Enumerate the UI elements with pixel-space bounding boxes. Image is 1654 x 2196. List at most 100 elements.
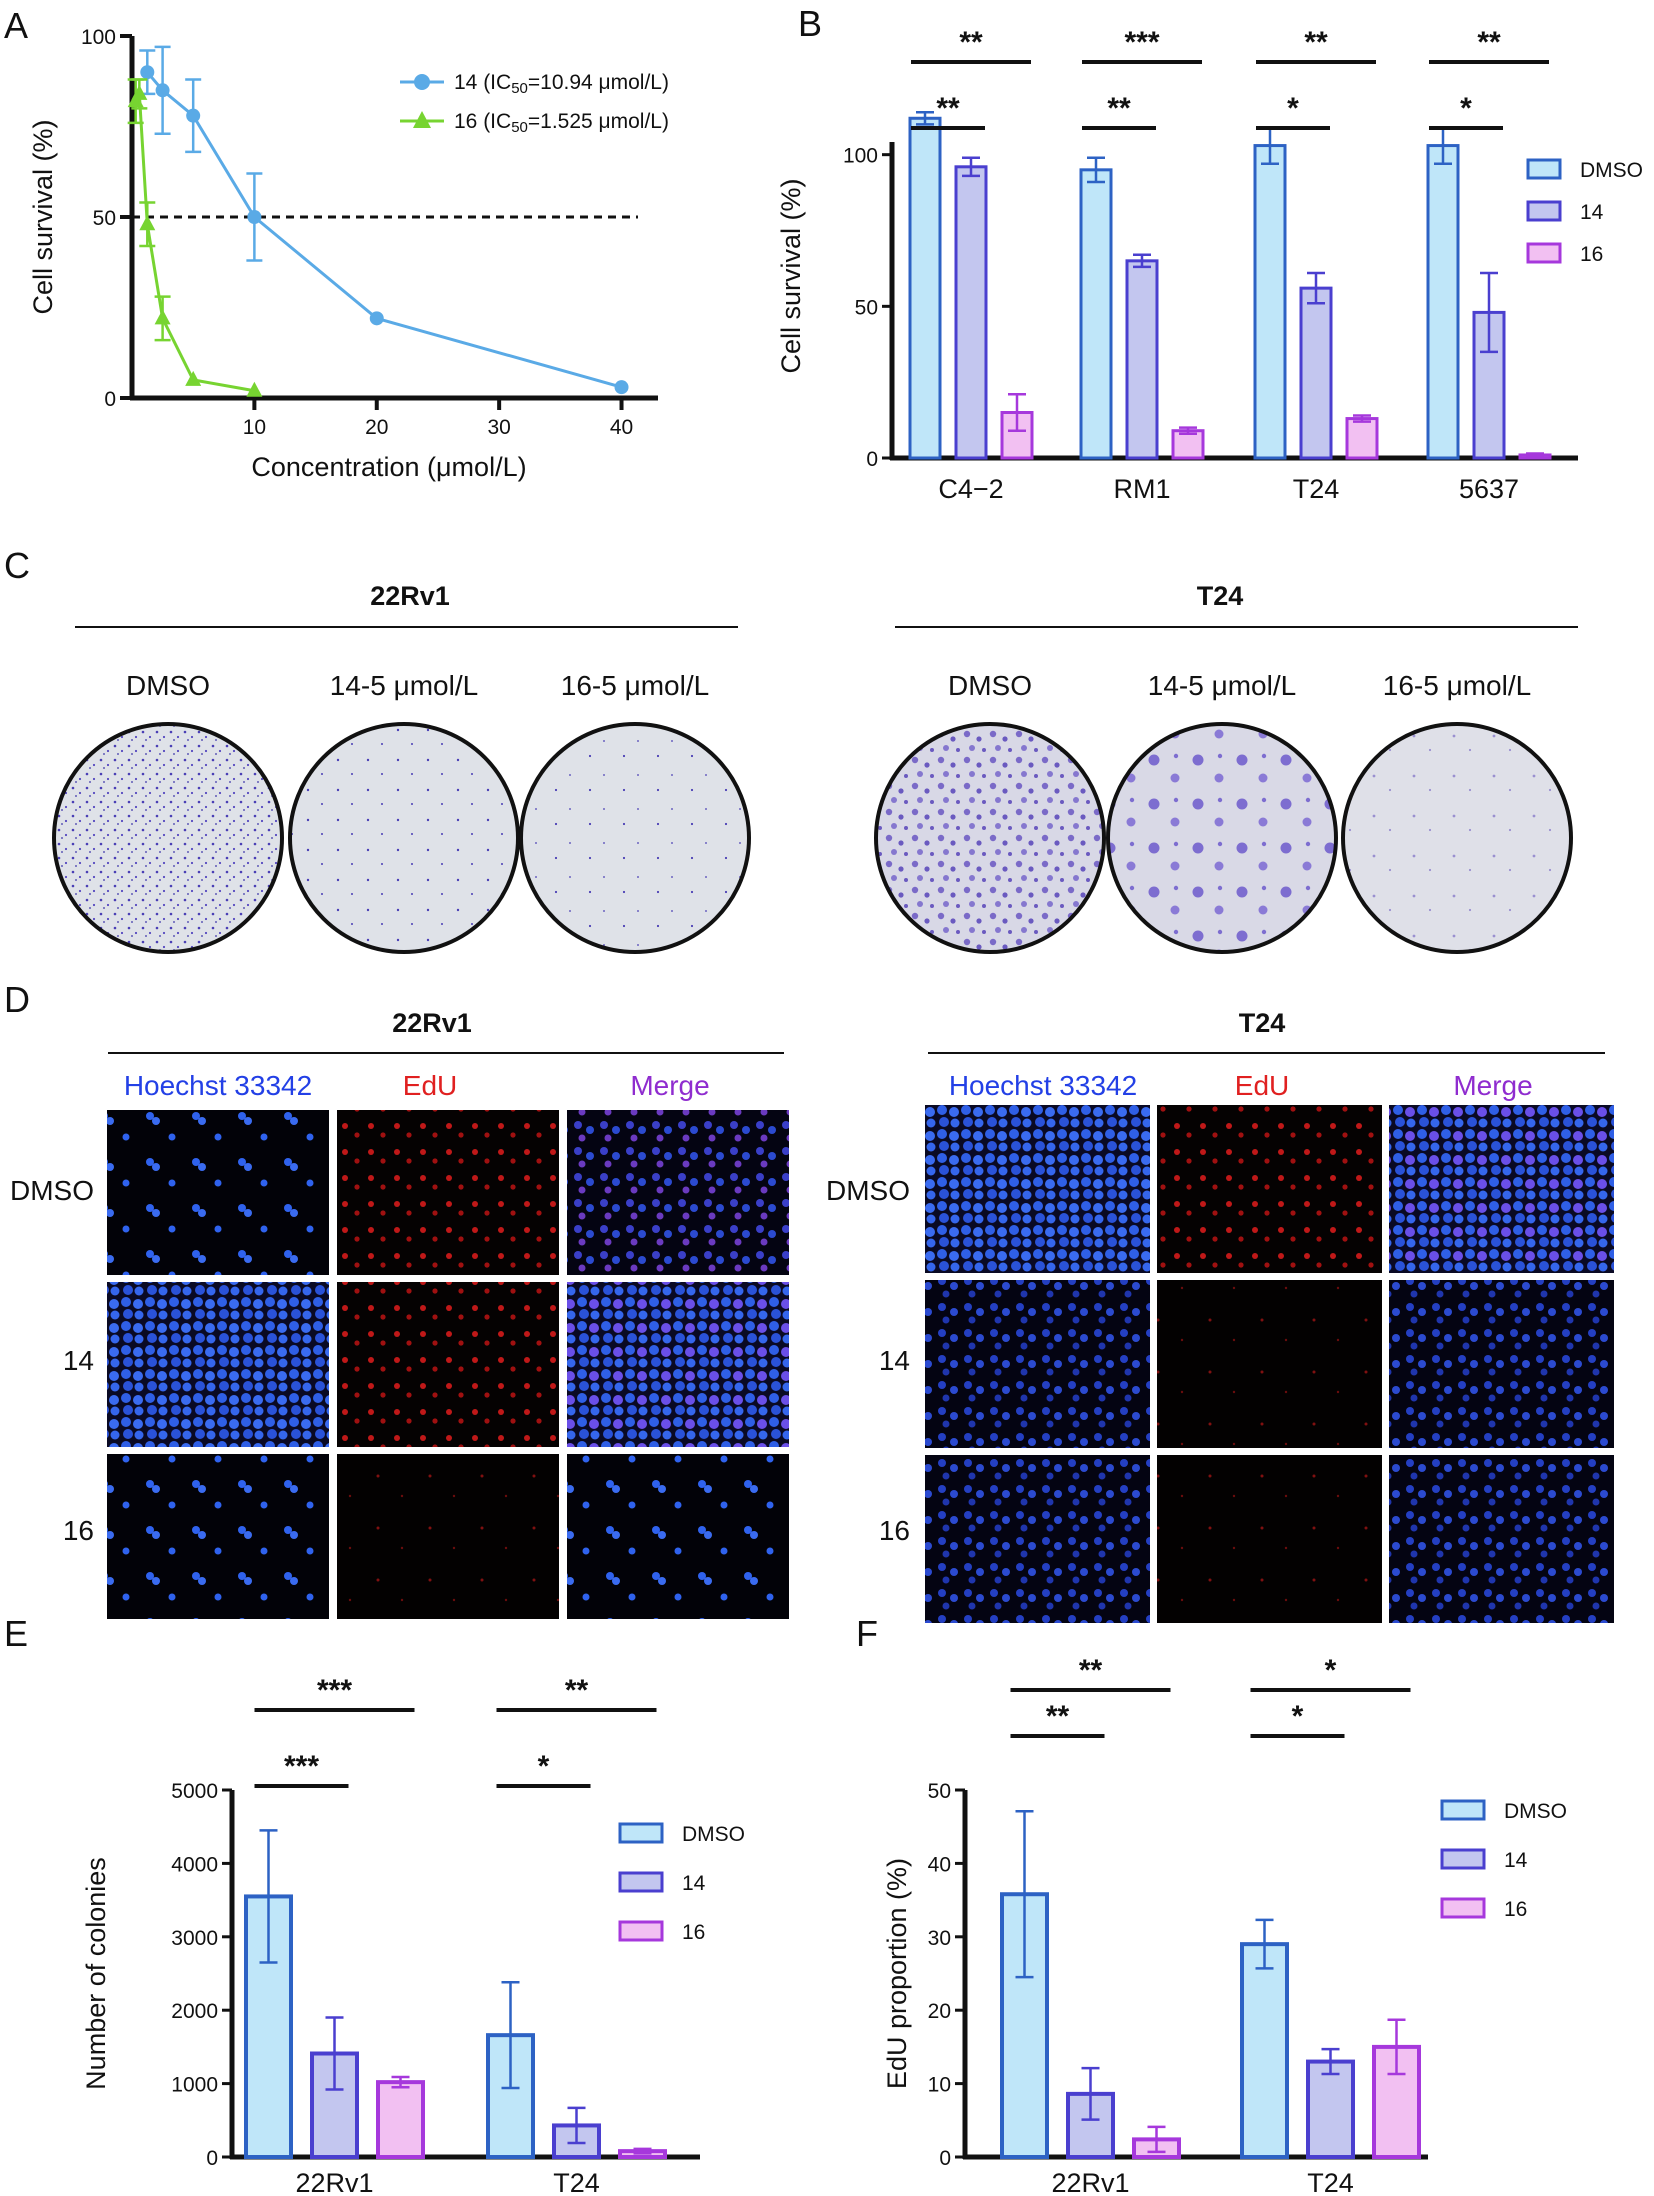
chartE-significance-stars-short: * [538,1750,550,1783]
a-x-tick-label: 20 [365,416,388,439]
edu-assay-panel: 22Rv1 T24 Hoechst 33342 EdU Merge Hoechs… [10,1008,1614,1623]
chartF-legend-label-0: DMSO [1504,1800,1567,1823]
chartF-significance-stars-short: ** [1046,1700,1070,1733]
colony-group-22rv1-title: 22Rv1 [370,581,450,611]
micrograph-t24-16-merge [1389,1455,1614,1623]
chart-a-dose-response: 0 50 100 10 20 30 40 Concentration (μmol/L) Cell… [28,26,669,482]
colony-group-t24-title: T24 [1197,581,1244,611]
chartF-category-label: 22Rv1 [1051,2168,1129,2196]
chartB-y-tick-label: 100 [843,145,878,168]
chartB-significance-stars-short: * [1287,92,1299,125]
a-legend-label-0: 14 (IC50=10.94 μmol/L) [454,71,669,97]
chartB-bar-dmso [1426,144,1460,460]
edu-group-t24-title: T24 [1239,1008,1286,1038]
chartE-legend-label-0: DMSO [682,1823,745,1846]
chartF-y-tick-label: 50 [928,1780,951,1803]
micrograph-t24-dmso-hoechst [925,1105,1150,1273]
chartB-category-label: RM1 [1113,474,1170,504]
edu-22rv1-row-16-label: 16 [63,1515,94,1546]
chartB-bar-14 [1125,259,1159,460]
chartF-y-tick-label: 30 [928,1927,951,1950]
a-y-tick-label: 0 [104,388,116,411]
a-series-line-1 [134,88,255,393]
a-y-tick-label: 50 [93,207,116,230]
chartE-category-label: 22Rv1 [295,2168,373,2196]
a-x-tick-label: 10 [243,416,266,439]
chartB-significance-stars-short: ** [936,92,960,125]
chartF-y-tick-label: 40 [928,1853,951,1876]
edu-t24-hoechst-label: Hoechst 33342 [949,1070,1137,1101]
micrograph-22rv1-14-merge [567,1282,789,1447]
edu-t24-edu-label: EdU [1235,1070,1289,1101]
micrograph-22rv1-14-hoechst [107,1282,329,1447]
micrograph-t24-14-edu [1157,1280,1382,1448]
chartB-bar-dmso [1253,144,1287,460]
edu-t24-row-14-label: 14 [879,1345,910,1376]
chartE-category-label: T24 [553,2168,600,2196]
chartE-y-axis-label: Number of colonies [81,1857,111,2090]
colony-t24-14-label: 14-5 μmol/L [1148,670,1296,701]
chartB-bar-16 [1345,417,1379,460]
a-point-0 [155,83,170,98]
chartB-legend-label-0: DMSO [1580,159,1643,182]
chartB-significance-stars-long: *** [1124,26,1159,59]
panel-label-d: D [4,979,30,1020]
chartB-category-label: T24 [1293,474,1340,504]
chartB-category-label: 5637 [1459,474,1519,504]
chartE-y-tick-label: 3000 [171,1927,218,1950]
chartF-significance-stars-short: * [1292,1700,1304,1733]
micrograph-t24-dmso-edu [1157,1105,1382,1273]
chartB-legend-label-1: 14 [1580,201,1604,224]
micrograph-t24-16-edu [1157,1455,1382,1623]
a-x-axis-label: Concentration (μmol/L) [251,452,526,482]
a-legend-marker-0 [414,74,430,90]
chartF-legend-swatch-2 [1440,1897,1486,1919]
chartB-significance-stars-long: ** [1304,26,1328,59]
a-legend-label-1: 16 (IC50=1.525 μmol/L) [454,110,669,136]
chartE-legend-swatch-0 [618,1822,664,1844]
chartB-bar-dmso [908,116,942,460]
micrograph-22rv1-dmso-merge [567,1110,789,1275]
chartE-significance-stars-long: ** [565,1674,589,1707]
micrograph-22rv1-16-hoechst [107,1454,329,1619]
chartE-legend-swatch-1 [618,1871,664,1893]
colony-22rv1-dmso-label: DMSO [126,670,210,701]
chartB-bar-14 [1299,286,1333,460]
panel-label-c: C [4,545,30,586]
micrograph-22rv1-dmso-hoechst [107,1110,329,1275]
chartE-legend-label-2: 16 [682,1921,705,1944]
micrograph-t24-14-merge [1389,1280,1614,1448]
a-point-0 [369,311,384,326]
micrograph-22rv1-16-edu [337,1454,559,1619]
chartE-y-tick-label: 2000 [171,2000,218,2023]
edu-22rv1-edu-label: EdU [403,1070,457,1101]
edu-22rv1-row-14-label: 14 [63,1345,94,1376]
chartF-legend-label-2: 16 [1504,1898,1527,1921]
panel-label-a: A [4,5,28,46]
panel-label-b: B [798,3,822,44]
panel-label-e: E [4,1613,28,1654]
colony-dish-t24-14 [1106,722,1338,954]
edu-group-22rv1-title: 22Rv1 [392,1008,472,1038]
micrograph-22rv1-14-edu [337,1282,559,1447]
colony-dish-t24-dmso [874,722,1106,954]
chartE-bar-16 [376,2080,425,2160]
a-point-0 [140,65,155,80]
a-point-0 [614,380,629,395]
chartF-significance-stars-long: * [1325,1654,1337,1687]
edu-22rv1-merge-label: Merge [630,1070,709,1101]
colony-dish-22rv1-16 [519,722,751,954]
chartF-category-label: T24 [1307,2168,1354,2196]
chartB-significance-stars-short: * [1460,92,1472,125]
micrograph-t24-dmso-merge [1389,1105,1614,1273]
micrograph-22rv1-dmso-edu [337,1110,559,1275]
chartE-legend-swatch-2 [618,1920,664,1942]
chartB-significance-stars-short: ** [1107,92,1131,125]
chart-e-colony-counts: 0 1000 2000 3000 4000 5000 Number of colonies 2… [81,1674,745,2196]
chartB-bar-dmso [1079,168,1113,460]
a-point-1 [139,215,156,231]
chartF-y-tick-label: 10 [928,2074,951,2097]
chartB-legend-swatch-1 [1526,200,1562,222]
